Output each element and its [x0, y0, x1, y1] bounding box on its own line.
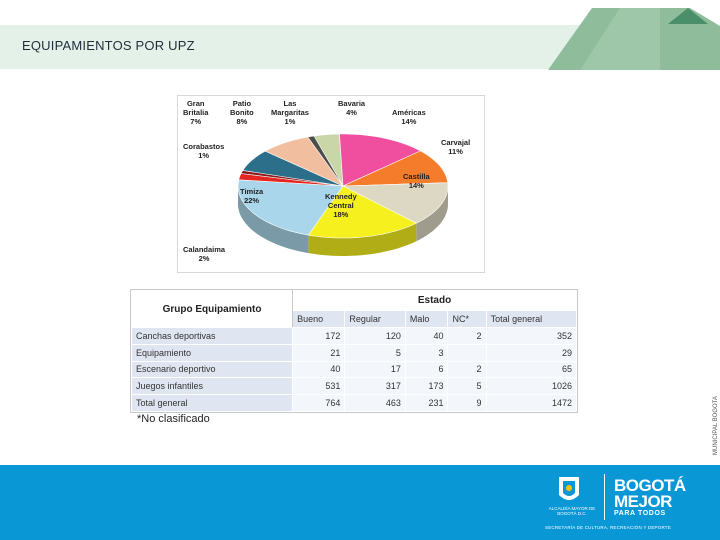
cell-value: 463: [344, 394, 406, 412]
pie-slice-timiza: [237, 179, 344, 236]
pie-slice-gran-britalia: [242, 150, 344, 187]
label-gran-britalia: Gran Britalia 7%: [183, 99, 209, 126]
label-calandaima: Calandaima 2%: [183, 245, 226, 263]
cell-value: 231: [404, 394, 449, 412]
cell-value: 2: [447, 360, 487, 379]
cell-value: 1026: [485, 377, 578, 396]
bogota-shield-icon: [559, 477, 579, 500]
cell-value: 5: [344, 343, 406, 362]
col-header: Total general: [485, 310, 578, 328]
label-las-margaritas: Las Margaritas 1%: [271, 99, 309, 126]
bogota-logo-line3: PARA TODOS: [614, 510, 666, 517]
cell-value: 29: [485, 343, 578, 362]
col-header: Regular: [344, 310, 406, 328]
slide-title: EQUIPAMIENTOS POR UPZ: [22, 38, 195, 53]
pie-chart-frame: Gran Britalia 7% Patio Bonito 8% Las Margarit…: [177, 95, 485, 273]
cell-value: 21: [292, 343, 346, 362]
table-row: Canchas deportivas 172 120 40 2 352: [130, 327, 578, 345]
pie-slice-patio-bonito: [264, 136, 344, 187]
pie-slice-américas: [339, 133, 422, 187]
table-row: Juegos infantiles 531 317 173 5 1026: [130, 377, 578, 396]
pie-slice-castilla: [342, 182, 449, 224]
equipamiento-table: Grupo Equipamiento Estado Bueno Regular …: [130, 289, 578, 413]
table-footnote: *No clasificado: [137, 413, 210, 425]
cell-value: 120: [344, 327, 406, 345]
label-bavaria: Bavaria 4%: [338, 99, 366, 117]
table-row: Equipamiento 21 5 3 29: [130, 343, 578, 362]
cell-value: 172: [292, 327, 346, 345]
cell-value: 531: [292, 377, 346, 396]
label-carvajal: Carvajal 11%: [441, 138, 471, 156]
label-patio-bonito: Patio Bonito 8%: [230, 99, 254, 126]
col-header: Bueno: [292, 310, 346, 328]
bogota-logo-line2: MEJOR: [614, 492, 672, 511]
row-label: Equipamiento: [130, 343, 294, 362]
row-label: Total general: [130, 394, 294, 412]
cell-value: 6: [404, 360, 449, 379]
label-americas: Américas 14%: [392, 108, 426, 126]
secretaria-text: SECRETARÍA DE CULTURA, RECREACIÓN Y DEPO…: [545, 525, 671, 530]
footer-divider: [604, 474, 605, 520]
cell-value: 317: [344, 377, 406, 396]
bogota-logo-line1: BOGOTÁ: [614, 476, 686, 495]
group-header: Grupo Equipamiento: [130, 290, 294, 328]
cell-value: 1472: [485, 394, 578, 412]
side-vertical-text: MUNICIPAL BOGOTA: [713, 396, 719, 455]
table-row: Escenario deportivo 40 17 6 2 65: [130, 360, 578, 379]
pie-side-kennedy-central: [308, 223, 417, 256]
pie-side-timiza: [238, 186, 309, 254]
pie-slice-las-margaritas: [307, 135, 344, 187]
pie-slice-kennedy-central: [307, 185, 417, 239]
table-row-total: Total general 764 463 231 9 1472: [130, 394, 578, 412]
cell-value: 3: [404, 343, 449, 362]
cell-value: 352: [485, 327, 578, 345]
alcaldia-text: ALCALDÍA MAYOR DE BOGOTÁ D.C.: [548, 506, 596, 516]
cell-value: 40: [292, 360, 346, 379]
estado-header: Estado: [292, 290, 577, 311]
label-timiza: Timiza 22%: [240, 187, 264, 205]
data-table: Grupo Equipamiento Estado Bueno Regular …: [130, 290, 578, 412]
cell-value: 9: [447, 394, 487, 412]
cell-value: 5: [447, 377, 487, 396]
row-label: Escenario deportivo: [130, 360, 294, 379]
cell-value: 173: [404, 377, 449, 396]
cell-value: 2: [447, 327, 487, 345]
row-label: Juegos infantiles: [130, 377, 294, 396]
col-header: NC*: [447, 310, 487, 328]
label-castilla: Castilla 14%: [403, 172, 430, 190]
cell-value: 40: [404, 327, 449, 345]
label-kennedy-central: Kennedy Central 18%: [325, 192, 357, 219]
col-header: Malo: [404, 310, 449, 328]
row-label: Canchas deportivas: [130, 327, 294, 345]
pie-slice-carvajal: [342, 150, 449, 187]
cell-value: 764: [292, 394, 346, 412]
header-decoration: [548, 8, 720, 70]
cell-value: [447, 343, 487, 362]
cell-value: 17: [344, 360, 406, 379]
pie-chart: [237, 133, 449, 256]
label-corabastos: Corabastos 1%: [183, 142, 225, 160]
footer-band: [0, 465, 720, 540]
cell-value: 65: [485, 360, 578, 379]
